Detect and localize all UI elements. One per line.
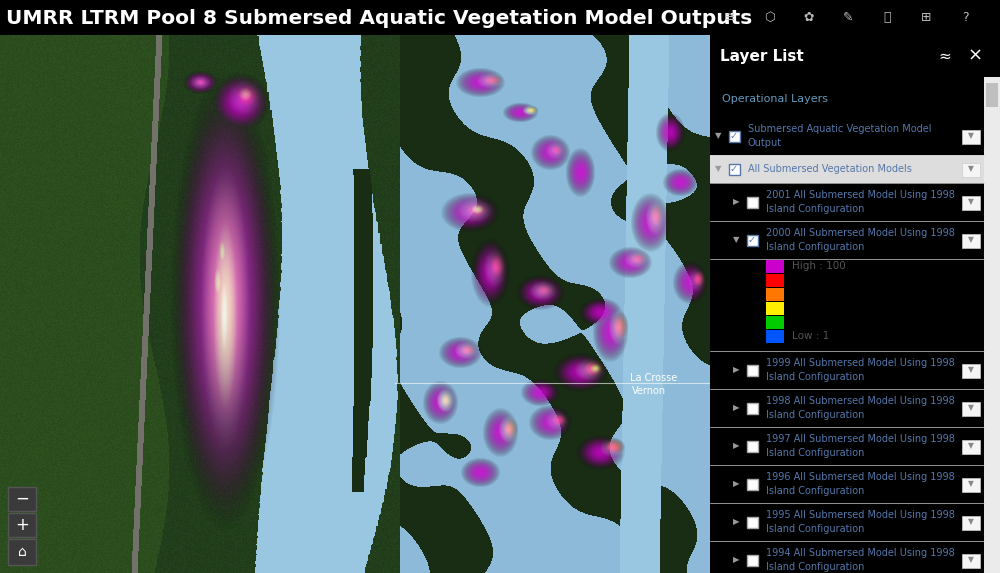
Bar bbox=[746, 402, 758, 414]
Text: Operational Layers: Operational Layers bbox=[722, 94, 828, 104]
Text: Layer List: Layer List bbox=[720, 49, 804, 64]
Bar bbox=[8, 539, 36, 565]
Text: −: − bbox=[15, 490, 29, 508]
Bar bbox=[746, 441, 758, 452]
Text: ✓: ✓ bbox=[730, 164, 738, 174]
Text: Island Configuration: Island Configuration bbox=[766, 410, 864, 420]
Text: Low : 1: Low : 1 bbox=[792, 331, 829, 341]
Text: Vernon: Vernon bbox=[632, 386, 666, 396]
Text: ✓: ✓ bbox=[730, 131, 738, 141]
Bar bbox=[746, 478, 758, 489]
Text: ✿: ✿ bbox=[803, 11, 814, 24]
Text: ▶: ▶ bbox=[733, 480, 739, 489]
Text: La Crosse: La Crosse bbox=[630, 373, 677, 383]
Bar bbox=[8, 513, 36, 537]
Bar bbox=[746, 234, 758, 245]
Bar bbox=[962, 440, 980, 454]
Text: ▶: ▶ bbox=[733, 403, 739, 413]
Text: ▶: ▶ bbox=[733, 555, 739, 564]
Text: ▼: ▼ bbox=[968, 555, 974, 564]
Bar bbox=[962, 402, 980, 416]
Text: 2000 All Submersed Model Using 1998: 2000 All Submersed Model Using 1998 bbox=[766, 228, 955, 238]
Text: +: + bbox=[15, 516, 29, 534]
Text: ?: ? bbox=[962, 11, 969, 24]
Text: ▼: ▼ bbox=[968, 403, 974, 413]
Text: ⬡: ⬡ bbox=[764, 11, 775, 24]
Text: UMRR LTRM Pool 8 Submersed Aquatic Vegetation Model Outputs: UMRR LTRM Pool 8 Submersed Aquatic Veget… bbox=[6, 9, 752, 28]
Bar bbox=[8, 487, 36, 511]
Text: ▼: ▼ bbox=[968, 236, 974, 245]
Text: Island Configuration: Island Configuration bbox=[766, 524, 864, 534]
Bar bbox=[728, 131, 740, 142]
Text: Island Configuration: Island Configuration bbox=[766, 486, 864, 496]
Text: All Submersed Vegetation Models: All Submersed Vegetation Models bbox=[748, 164, 912, 174]
Bar bbox=[962, 130, 980, 144]
Bar bbox=[766, 274, 784, 287]
Text: 1995 All Submersed Model Using 1998: 1995 All Submersed Model Using 1998 bbox=[766, 510, 955, 520]
Text: Island Configuration: Island Configuration bbox=[766, 204, 864, 214]
Bar bbox=[746, 364, 758, 375]
Text: Island Configuration: Island Configuration bbox=[766, 562, 864, 572]
Bar bbox=[766, 316, 784, 329]
Bar bbox=[962, 163, 980, 177]
Text: 1998 All Submersed Model Using 1998: 1998 All Submersed Model Using 1998 bbox=[766, 396, 955, 406]
Bar bbox=[962, 516, 980, 530]
Text: ▼: ▼ bbox=[733, 236, 739, 245]
Text: ▶: ▶ bbox=[733, 517, 739, 527]
Text: High : 100: High : 100 bbox=[792, 261, 846, 271]
Text: 2001 All Submersed Model Using 1998: 2001 All Submersed Model Using 1998 bbox=[766, 190, 955, 200]
Bar bbox=[962, 234, 980, 248]
Text: ▼: ▼ bbox=[968, 164, 974, 174]
Text: ▼: ▼ bbox=[968, 442, 974, 450]
Text: ▶: ▶ bbox=[733, 198, 739, 206]
Text: ⌂: ⌂ bbox=[18, 545, 26, 559]
Bar bbox=[746, 197, 758, 207]
Bar bbox=[710, 35, 1000, 77]
Text: 1999 All Submersed Model Using 1998: 1999 All Submersed Model Using 1998 bbox=[766, 358, 955, 368]
Text: ≈: ≈ bbox=[939, 49, 951, 64]
Text: ▶: ▶ bbox=[733, 442, 739, 450]
Text: ▼: ▼ bbox=[715, 131, 721, 140]
Bar bbox=[984, 77, 1000, 573]
Bar bbox=[766, 302, 784, 315]
Text: Output: Output bbox=[748, 138, 782, 148]
Text: ×: × bbox=[967, 47, 983, 65]
Text: Island Configuration: Island Configuration bbox=[766, 448, 864, 458]
Text: Submersed Aquatic Vegetation Model: Submersed Aquatic Vegetation Model bbox=[748, 124, 932, 134]
Text: ▼: ▼ bbox=[968, 131, 974, 140]
Text: ✓: ✓ bbox=[748, 235, 756, 245]
Text: 1994 All Submersed Model Using 1998: 1994 All Submersed Model Using 1998 bbox=[766, 548, 955, 558]
Bar bbox=[962, 554, 980, 568]
Bar bbox=[986, 83, 998, 107]
Bar bbox=[766, 330, 784, 343]
Text: 1996 All Submersed Model Using 1998: 1996 All Submersed Model Using 1998 bbox=[766, 472, 955, 482]
Bar bbox=[962, 364, 980, 378]
Text: ▼: ▼ bbox=[968, 366, 974, 375]
Text: ✎: ✎ bbox=[842, 11, 853, 24]
Text: ≡: ≡ bbox=[725, 11, 736, 24]
Text: 1997 All Submersed Model Using 1998: 1997 All Submersed Model Using 1998 bbox=[766, 434, 955, 444]
Text: Island Configuration: Island Configuration bbox=[766, 372, 864, 382]
Text: ⎙: ⎙ bbox=[883, 11, 891, 24]
Bar bbox=[746, 516, 758, 528]
Text: ▼: ▼ bbox=[715, 164, 721, 174]
Bar bbox=[962, 478, 980, 492]
Bar bbox=[766, 260, 784, 273]
Bar bbox=[728, 163, 740, 175]
Text: ▼: ▼ bbox=[968, 517, 974, 527]
Bar bbox=[962, 196, 980, 210]
Text: Island Configuration: Island Configuration bbox=[766, 242, 864, 252]
Text: ▼: ▼ bbox=[968, 480, 974, 489]
Bar bbox=[766, 288, 784, 301]
Text: ▼: ▼ bbox=[968, 198, 974, 206]
Bar bbox=[710, 155, 984, 183]
Text: ⊞: ⊞ bbox=[921, 11, 931, 24]
Text: ▶: ▶ bbox=[733, 366, 739, 375]
Bar bbox=[746, 555, 758, 566]
